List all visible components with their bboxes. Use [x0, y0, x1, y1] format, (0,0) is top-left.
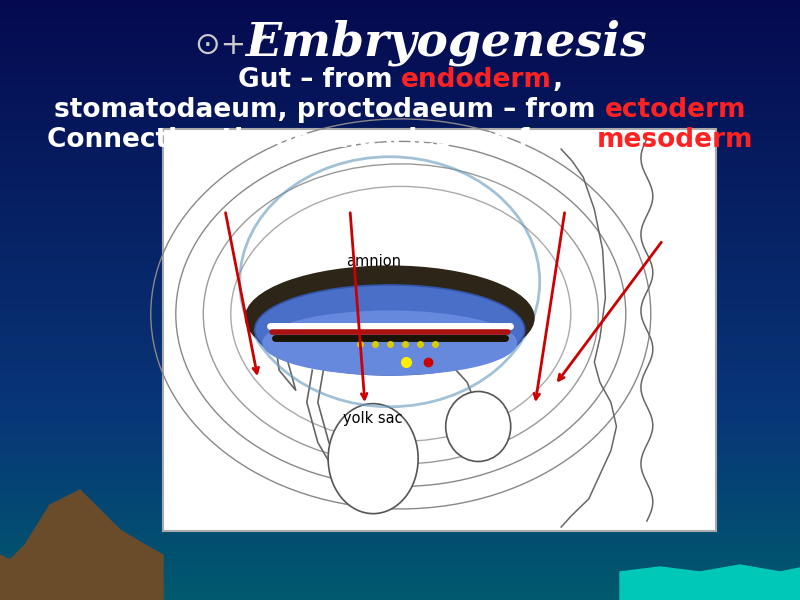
Ellipse shape — [254, 285, 525, 375]
Polygon shape — [0, 490, 163, 600]
Text: ectoderm: ectoderm — [605, 97, 746, 123]
Ellipse shape — [245, 265, 534, 370]
Ellipse shape — [446, 391, 510, 461]
Text: ,: , — [552, 67, 562, 93]
Text: yolk sac: yolk sac — [343, 411, 403, 426]
Text: mesoderm: mesoderm — [597, 127, 754, 153]
Text: stomatodaeum, proctodaeum – from: stomatodaeum, proctodaeum – from — [54, 97, 605, 123]
Ellipse shape — [328, 404, 418, 514]
Text: ⊙+✓: ⊙+✓ — [195, 31, 291, 59]
Text: Connective tissue, muscles are from: Connective tissue, muscles are from — [46, 127, 597, 153]
Text: Gut – from: Gut – from — [238, 67, 402, 93]
Text: amnion: amnion — [346, 254, 401, 269]
Polygon shape — [620, 565, 800, 600]
Bar — [163, 129, 716, 531]
Ellipse shape — [262, 310, 518, 376]
Text: Embryogenesis: Embryogenesis — [245, 20, 646, 66]
Text: endoderm: endoderm — [402, 67, 552, 93]
